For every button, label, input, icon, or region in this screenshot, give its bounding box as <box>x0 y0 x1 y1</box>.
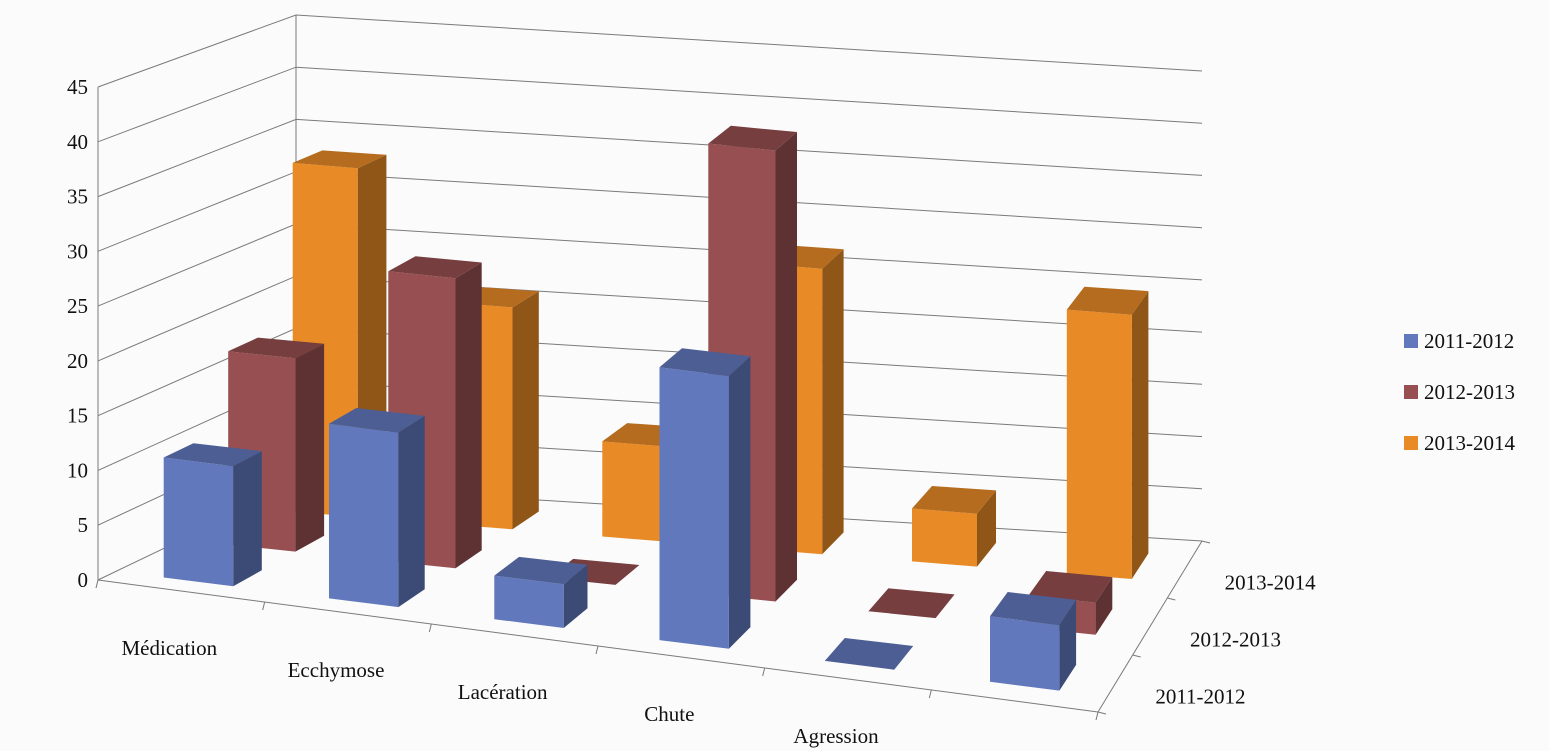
bar-top <box>868 588 955 619</box>
y-tick-label-1: 5 <box>78 513 89 537</box>
bar-top <box>1028 571 1113 603</box>
legend-swatch-1 <box>1404 385 1418 399</box>
bar-top <box>292 150 387 169</box>
bar-1-4 <box>868 588 955 619</box>
legend-label-0: 2011-2012 <box>1424 328 1515 353</box>
x-tick-0 <box>95 579 99 589</box>
bar-side <box>775 132 797 602</box>
x-tick-6 <box>1095 711 1099 721</box>
y-tick-label-5: 25 <box>67 294 88 318</box>
legend-label-2: 2013-2014 <box>1424 430 1515 455</box>
bar-0-2 <box>494 556 588 628</box>
bar-side <box>233 451 262 587</box>
x-axis-category-labels: Médication Ecchymose Lacération Chute Agress… <box>122 636 1031 751</box>
y-tick-label-4: 20 <box>67 349 88 373</box>
y-tick-label-9: 45 <box>67 75 88 99</box>
bar-side <box>398 415 425 608</box>
depth-axis-labels: 2011-2012 2012-2013 2013-2014 <box>1155 571 1316 709</box>
bar-front <box>659 367 729 649</box>
bar-side <box>728 356 751 649</box>
legend-swatch-2 <box>1404 436 1418 450</box>
x-category-label-2: Lacération <box>458 680 548 704</box>
x-tick-5 <box>928 689 932 699</box>
depth-axis-line <box>1097 540 1203 713</box>
bar-top <box>824 638 914 670</box>
x-category-label-3: Chute <box>644 702 694 726</box>
bars-layer <box>163 125 1149 691</box>
y-tick-label-2: 10 <box>67 458 88 482</box>
bar-side <box>977 490 996 567</box>
bar-top <box>1066 286 1149 315</box>
x-category-label-4: Agression <box>793 724 879 748</box>
x-tick-3 <box>595 645 599 655</box>
bar-0-1 <box>329 408 425 608</box>
bar-top <box>708 125 797 151</box>
bar-side <box>512 291 539 530</box>
depth-tick-2 <box>1167 597 1176 601</box>
x-tick-1 <box>262 601 266 611</box>
y-axis-tick-labels: 0 5 10 15 20 25 30 35 40 45 <box>67 75 88 592</box>
y-tick-label-7: 35 <box>67 185 88 209</box>
bar-top <box>494 556 588 585</box>
bar-top <box>659 348 751 377</box>
depth-tick-0 <box>1097 711 1107 715</box>
bar-top <box>329 408 425 433</box>
legend-item-0: 2011-2012 <box>1404 327 1515 355</box>
y-tick-label-6: 30 <box>67 239 88 263</box>
y-tick-label-3: 15 <box>67 404 88 428</box>
bar-top <box>163 443 262 467</box>
legend-label-1: 2012-2013 <box>1424 379 1515 404</box>
depth-tick-1 <box>1132 654 1141 658</box>
bar-0-3 <box>659 348 751 649</box>
bar-top <box>228 337 325 359</box>
bar-front <box>163 457 234 587</box>
depth-label-2: 2013-2014 <box>1225 571 1316 595</box>
bar-side <box>563 564 588 628</box>
x-tick-2 <box>428 623 432 633</box>
bar-2-5 <box>1066 286 1149 579</box>
legend: 2011-2012 2012-2013 2013-2014 <box>1404 327 1515 480</box>
bar-0-5 <box>990 592 1077 691</box>
bar-side <box>1131 291 1149 579</box>
depth-label-0: 2011-2012 <box>1155 685 1245 709</box>
legend-swatch-0 <box>1404 334 1418 348</box>
bar-side <box>1095 577 1113 635</box>
bar-side <box>455 262 482 569</box>
bar-front <box>1066 309 1132 579</box>
bar-2-4 <box>912 486 996 567</box>
bar-top <box>990 592 1077 626</box>
x-tick-4 <box>762 667 766 677</box>
bar-front <box>494 575 564 628</box>
y-tick-label-8: 40 <box>67 130 88 154</box>
bar-side <box>1059 599 1077 691</box>
bar-side <box>822 249 844 555</box>
bar-front <box>912 508 977 567</box>
x-category-label-0: Médication <box>122 636 218 660</box>
bar-front <box>602 441 668 542</box>
x-category-label-1: Ecchymose <box>288 658 385 682</box>
bar-top <box>912 486 996 514</box>
bar-side <box>295 343 325 552</box>
bar-front <box>329 423 399 608</box>
legend-item-1: 2012-2013 <box>1404 378 1515 406</box>
bar-0-0 <box>163 443 262 587</box>
x-category-label-5: Autres <box>975 746 1031 751</box>
y-tick-label-0: 0 <box>78 568 89 592</box>
bar-0-4 <box>824 638 914 670</box>
legend-item-2: 2013-2014 <box>1404 429 1515 457</box>
depth-tick-3 <box>1201 540 1211 544</box>
bar-front <box>990 616 1060 691</box>
bar-top <box>388 256 482 279</box>
depth-label-1: 2012-2013 <box>1190 628 1281 652</box>
